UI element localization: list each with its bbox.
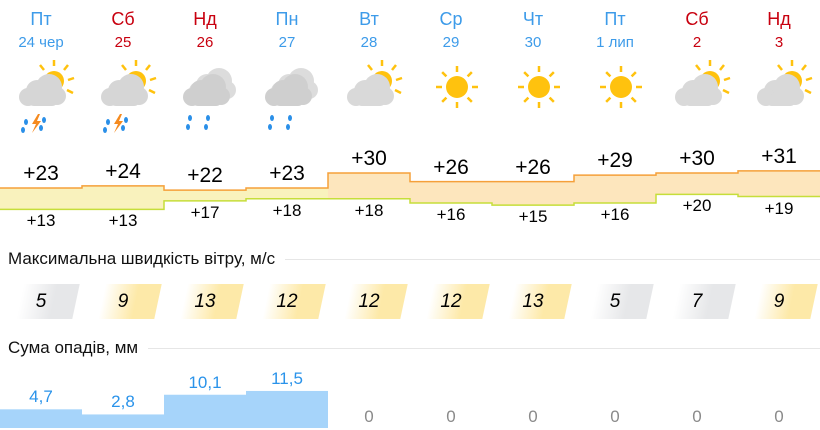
day-name: Ср [439, 9, 463, 29]
wind-speed: 12 [276, 291, 298, 312]
day-name: Сб [111, 9, 135, 29]
min-temp: +13 [108, 211, 138, 231]
temp-range-bar [164, 190, 246, 201]
cloud-rain-icon [246, 60, 328, 138]
wind-speed: 12 [440, 291, 462, 312]
max-temp: +29 [597, 149, 633, 173]
day-name: Нд [193, 9, 217, 29]
temp-range-bar [738, 170, 820, 197]
max-temp: +23 [23, 162, 59, 185]
min-temp: +16 [436, 204, 466, 224]
temp-range-bar [82, 185, 164, 210]
temp-range-bar [328, 173, 410, 199]
precip-value: 0 [774, 407, 784, 426]
sun-icon [492, 60, 574, 138]
temp-range-bar [492, 181, 574, 206]
wind-speed: 9 [773, 291, 785, 312]
cloud-sun-rain-thunder-icon [82, 60, 164, 138]
precip-value: 0 [610, 407, 620, 426]
min-temp-line [0, 193, 820, 211]
max-temp-line [0, 170, 820, 191]
min-temp: +18 [272, 200, 302, 220]
temp-range-bar [656, 173, 738, 195]
precip-section-title: Сума опадів, мм [8, 338, 149, 358]
precip-value: 11,5 [271, 368, 303, 388]
precip-value: 2,8 [111, 392, 135, 412]
day-date: 2 [692, 34, 702, 51]
day-date: 25 [114, 34, 132, 51]
precip-bar [246, 390, 328, 428]
day-date: 1 лип [596, 34, 634, 51]
temp-range-bar [246, 188, 328, 199]
max-temp: +23 [269, 162, 305, 185]
max-temp: +24 [105, 159, 141, 183]
precip-value: 4,7 [29, 387, 53, 407]
divider [8, 259, 820, 260]
precip-bar [164, 394, 246, 428]
max-temp: +31 [761, 144, 797, 168]
precip-value: 0 [364, 407, 374, 426]
day-name: Нд [767, 9, 791, 29]
wind-speed: 5 [609, 291, 621, 312]
day-name: Пт [604, 9, 626, 29]
max-temp: +30 [351, 147, 387, 171]
sun-icon [410, 60, 492, 138]
min-temp: +18 [354, 200, 384, 220]
day-date: 27 [278, 34, 296, 51]
min-temp: +17 [190, 202, 220, 222]
divider [8, 348, 820, 349]
cloud-sun-icon [738, 60, 820, 138]
wind-speed: 9 [117, 291, 129, 312]
precip-bar [0, 409, 82, 428]
precipitation-bars [0, 390, 328, 428]
wind-speed: 12 [358, 291, 380, 312]
day-date: 30 [524, 34, 542, 51]
day-date: 26 [196, 34, 214, 51]
precip-value: 0 [692, 407, 702, 426]
cloud-rain-icon [164, 60, 246, 138]
day-date: 29 [442, 34, 460, 51]
min-temp: +15 [518, 207, 548, 227]
precip-value: 10,1 [188, 372, 222, 392]
min-temp: +19 [764, 198, 794, 218]
wind-speed: 7 [691, 291, 703, 312]
max-temp: +30 [679, 147, 715, 171]
precip-value: 0 [446, 407, 456, 426]
min-temp: +20 [682, 196, 712, 216]
day-date: 28 [360, 34, 378, 51]
max-temp: +26 [433, 155, 469, 179]
min-temp: +13 [26, 211, 56, 231]
day-date: 24 чер [18, 34, 64, 51]
precip-value: 0 [528, 407, 538, 426]
temp-range-bar [410, 181, 492, 203]
wind-speed: 13 [522, 291, 544, 312]
cloud-sun-icon [656, 60, 738, 138]
max-temp: +22 [187, 164, 223, 188]
day-name: Пн [275, 9, 299, 29]
cloud-sun-icon [328, 60, 410, 138]
max-temp: +26 [515, 155, 551, 179]
day-name: Пт [30, 9, 52, 29]
day-name: Сб [685, 9, 709, 29]
day-date: 3 [774, 34, 784, 51]
wind-section-title: Максимальна швидкість вітру, м/с [8, 249, 286, 269]
temp-range-bar [0, 188, 82, 210]
day-name: Вт [359, 9, 379, 29]
day-name: Чт [522, 9, 544, 29]
temp-range-bar [574, 175, 656, 203]
temperature-band [0, 170, 820, 211]
min-temp: +16 [600, 204, 630, 224]
cloud-sun-rain-thunder-icon [0, 60, 82, 138]
wind-speed: 13 [194, 291, 216, 312]
wind-speed: 5 [35, 291, 47, 312]
sun-icon [574, 60, 656, 138]
precip-bar [82, 414, 164, 428]
